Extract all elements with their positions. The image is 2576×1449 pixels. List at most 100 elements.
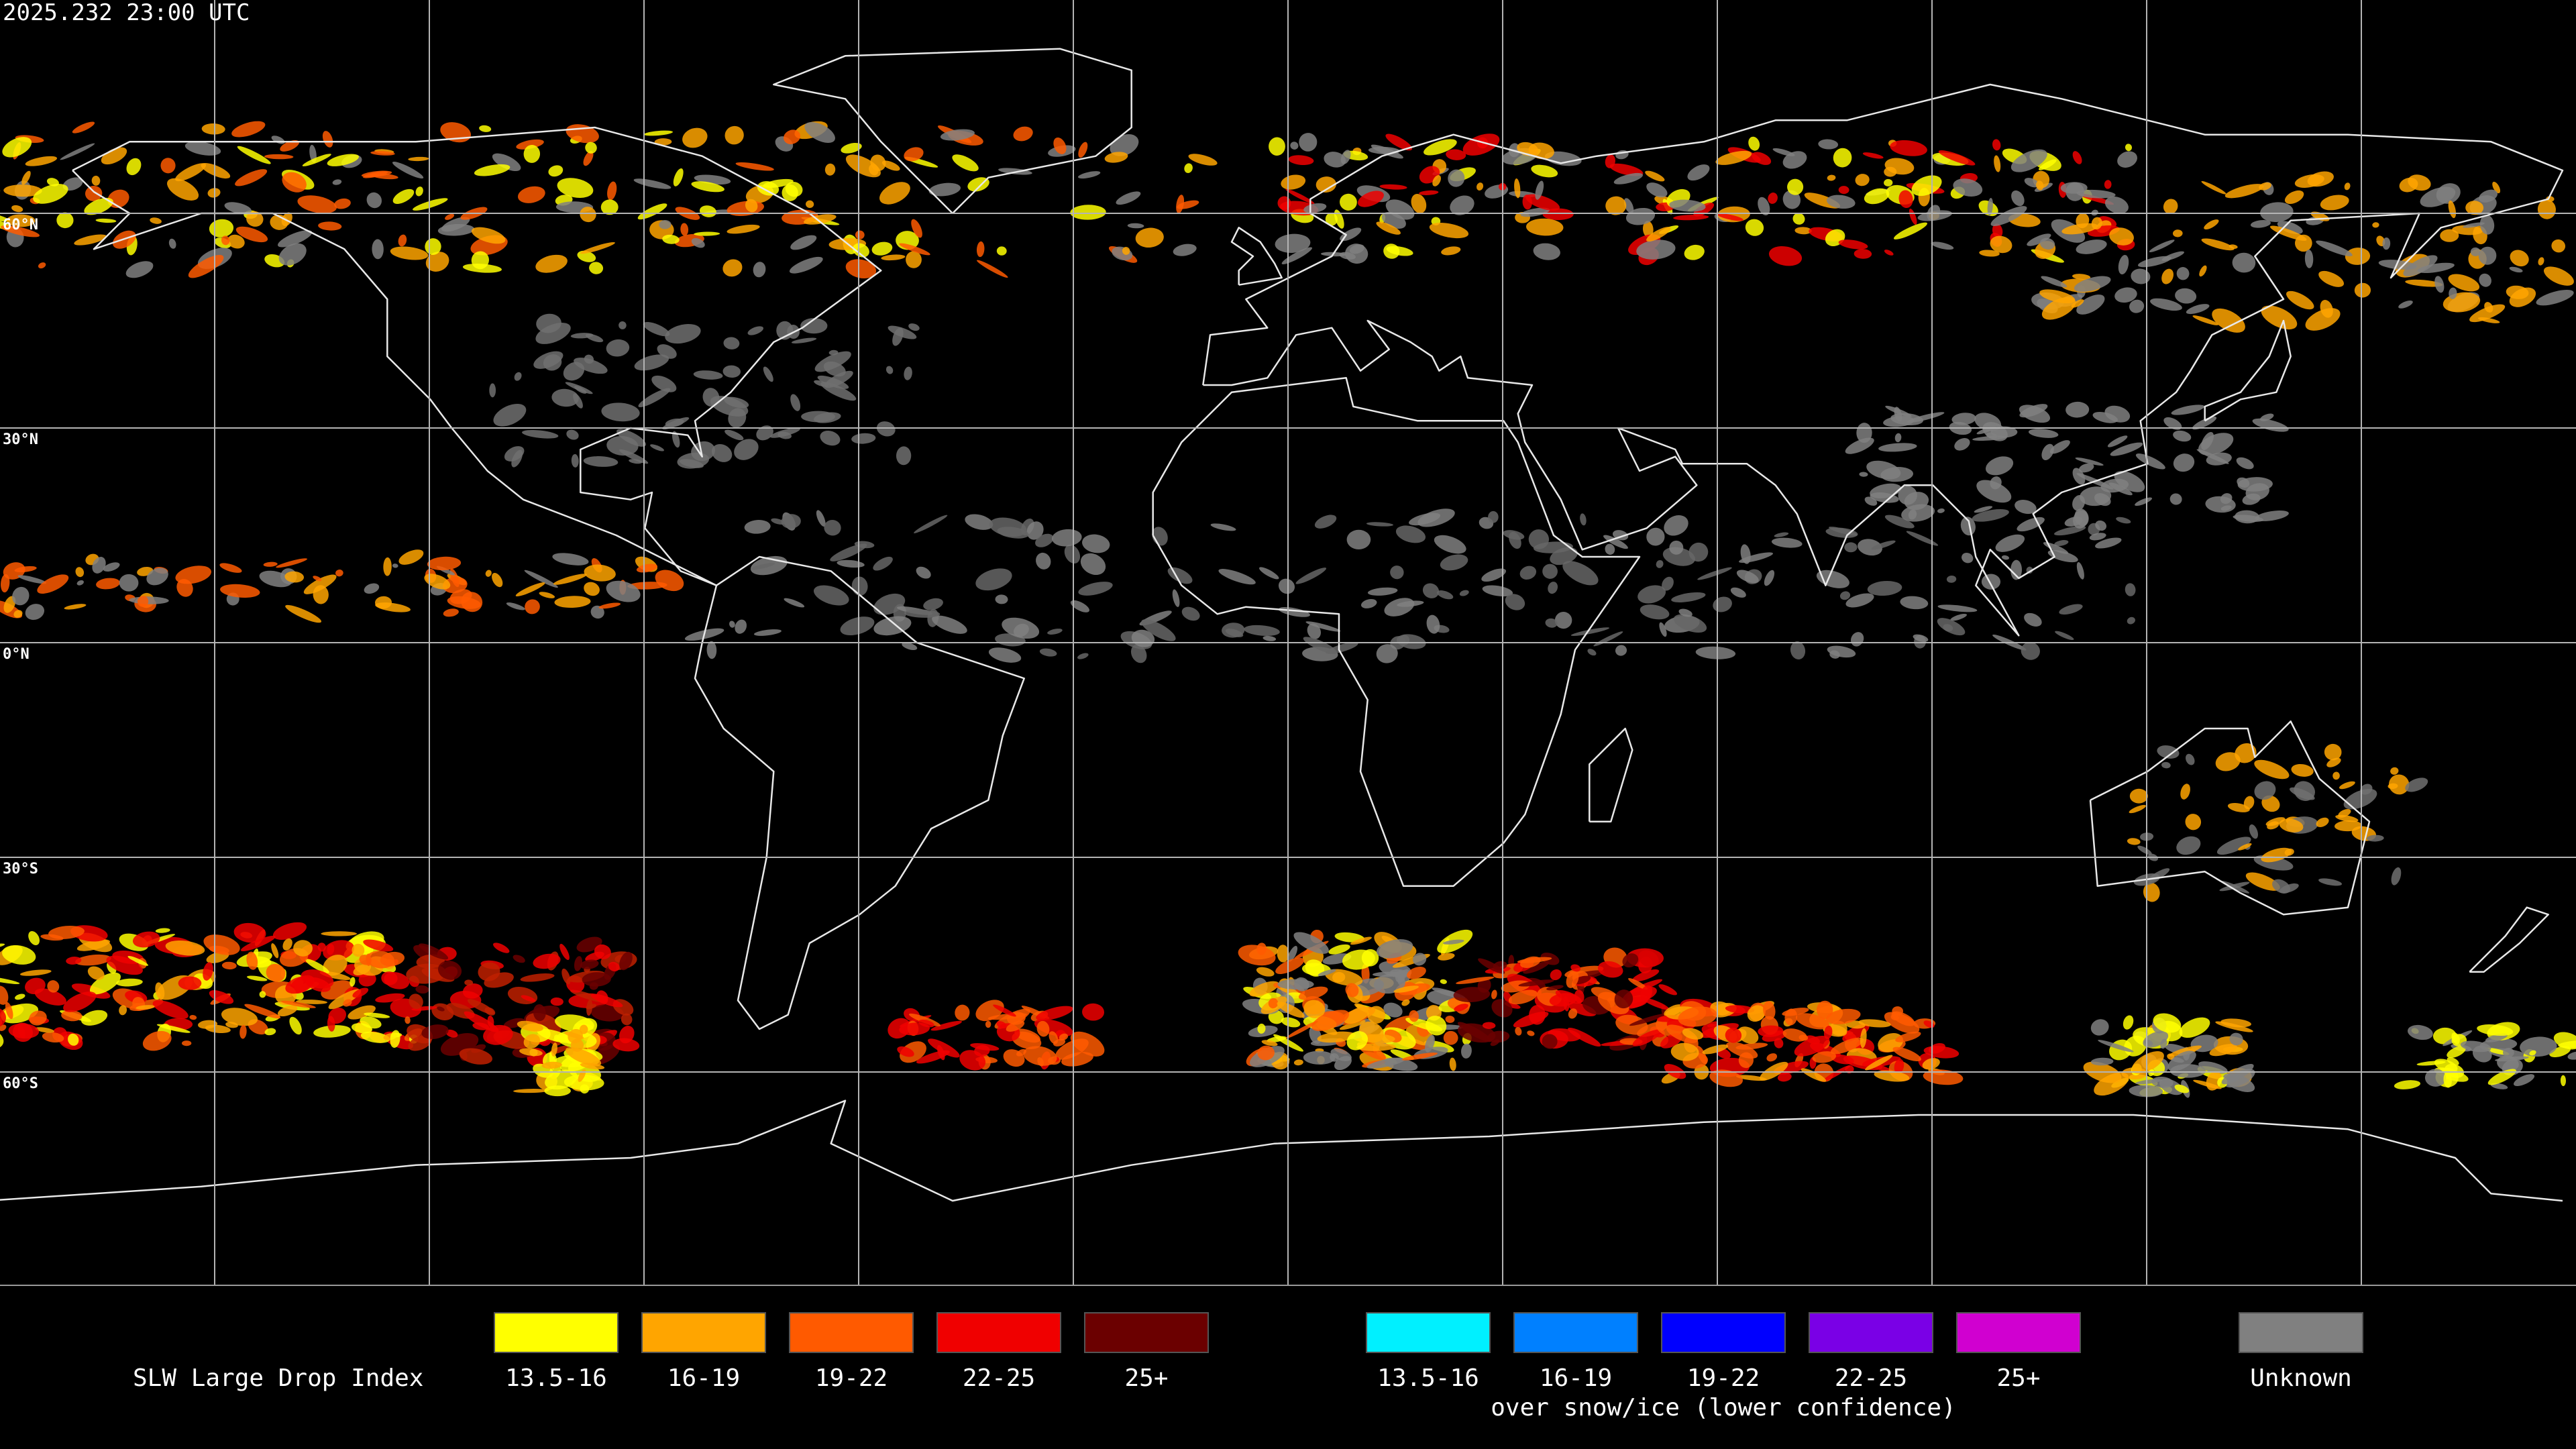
cloud-patch (1535, 180, 1544, 200)
cloud-patch (2116, 517, 2131, 524)
cloud-patch (662, 234, 680, 244)
coastline (72, 126, 882, 586)
legend-caption: over snow/ice (lower confidence) (1491, 1394, 1956, 1421)
cloud-patch (2072, 495, 2086, 511)
cloud-patch (1782, 151, 1807, 169)
cloud-patch (364, 583, 380, 594)
cloud-patch (2259, 182, 2271, 191)
legend-label: 22-25 (963, 1364, 1035, 1392)
cloud-patch (904, 609, 941, 618)
cloud-patch (1684, 244, 1705, 260)
cloud-patch (160, 158, 176, 174)
cloud-patch (165, 940, 205, 956)
cloud-patch (2167, 1051, 2196, 1071)
cloud-patch (902, 642, 918, 651)
legend-label: 25+ (1996, 1364, 2040, 1392)
cloud-patch (2304, 249, 2314, 268)
cloud-patch (1771, 537, 1803, 548)
cloud-patch (1477, 977, 1491, 993)
cloud-patch (2135, 453, 2165, 470)
cloud-patch (2163, 199, 2178, 215)
legend-label: 19-22 (815, 1364, 888, 1392)
latitude-label: 30°S (3, 861, 38, 877)
cloud-patch (1874, 1070, 1910, 1082)
cloud-patch (360, 1031, 390, 1043)
cloud-patch (313, 576, 322, 582)
cloud-patch (1580, 513, 1587, 526)
cloud-patch (2192, 416, 2217, 430)
cloud-patch (1393, 985, 1419, 993)
cloud-patch (813, 585, 849, 606)
cloud-patch (1261, 1040, 1278, 1046)
cloud-patch (42, 1032, 64, 1043)
cloud-patch (1508, 989, 1538, 1005)
cloud-patch (2114, 287, 2137, 303)
cloud-patch (1867, 580, 1902, 596)
cloud-patch (25, 604, 45, 621)
cloud-patch (2127, 838, 2141, 845)
cloud-patch (282, 172, 307, 193)
cloud-patch (1613, 172, 1644, 184)
cloud-patch (2343, 788, 2377, 810)
cloud-patch (1866, 460, 1901, 480)
cloud-patch (2074, 276, 2111, 292)
cloud-patch (1794, 227, 1812, 235)
cloud-patch (2201, 431, 2214, 450)
cloud-patch (1238, 945, 1276, 966)
cloud-patch (1070, 205, 1106, 220)
cloud-patch (284, 571, 305, 583)
coastline (694, 555, 1025, 1030)
cloud-patch (1440, 979, 1447, 984)
cloud-patch (2143, 882, 2160, 902)
cloud-patch (2332, 771, 2340, 780)
cloud-patch (85, 185, 103, 201)
cloud-patch (722, 259, 743, 277)
cloud-patch (1787, 178, 1804, 195)
cloud-patch (2095, 520, 2107, 531)
cloud-patch (1340, 193, 1357, 211)
cloud-patch (1768, 193, 1778, 204)
cloud-patch (1210, 523, 1236, 531)
cloud-patch (2220, 493, 2233, 504)
cloud-patch (87, 966, 105, 980)
cloud-patch (126, 158, 142, 176)
cloud-patch (672, 431, 680, 448)
cloud-patch (37, 574, 69, 594)
cloud-patch (1658, 984, 1678, 996)
cloud-patch (1275, 957, 1305, 975)
cloud-patch (1906, 531, 1939, 546)
cloud-patch (1307, 623, 1322, 639)
cloud-patch (871, 241, 893, 256)
cloud-patch (76, 580, 85, 586)
cloud-patch (459, 1048, 492, 1065)
cloud-patch (1346, 529, 1371, 550)
cloud-patch (1436, 590, 1454, 600)
cloud-patch (1286, 1020, 1318, 1038)
cloud-patch (1774, 532, 1789, 537)
cloud-patch (1777, 1073, 1792, 1082)
cloud-patch (2394, 1080, 2421, 1089)
cloud-patch (636, 564, 658, 573)
cloud-patch (392, 189, 415, 204)
cloud-patch (1290, 142, 1299, 150)
cloud-patch (47, 980, 60, 993)
cloud-patch (1953, 178, 1983, 197)
cloud-patch (1827, 174, 1836, 181)
cloud-patch (2417, 262, 2455, 274)
cloud-patch (2021, 642, 2040, 660)
cloud-patch (1629, 1013, 1668, 1026)
cloud-patch (2180, 784, 2190, 800)
cloud-patch (361, 170, 392, 178)
cloud-patch (493, 943, 510, 953)
cloud-patch (996, 246, 1007, 256)
cloud-patch (1745, 219, 1764, 236)
cloud-patch (727, 224, 760, 234)
cloud-patch (2163, 417, 2182, 430)
cloud-patch (1892, 1006, 1904, 1016)
legend-label: 19-22 (1687, 1364, 1760, 1392)
cloud-patch (2405, 777, 2428, 792)
cloud-patch (2061, 223, 2098, 235)
cloud-patch (168, 238, 176, 249)
cloud-patch (545, 1069, 578, 1090)
cloud-imagery (0, 121, 2576, 1098)
